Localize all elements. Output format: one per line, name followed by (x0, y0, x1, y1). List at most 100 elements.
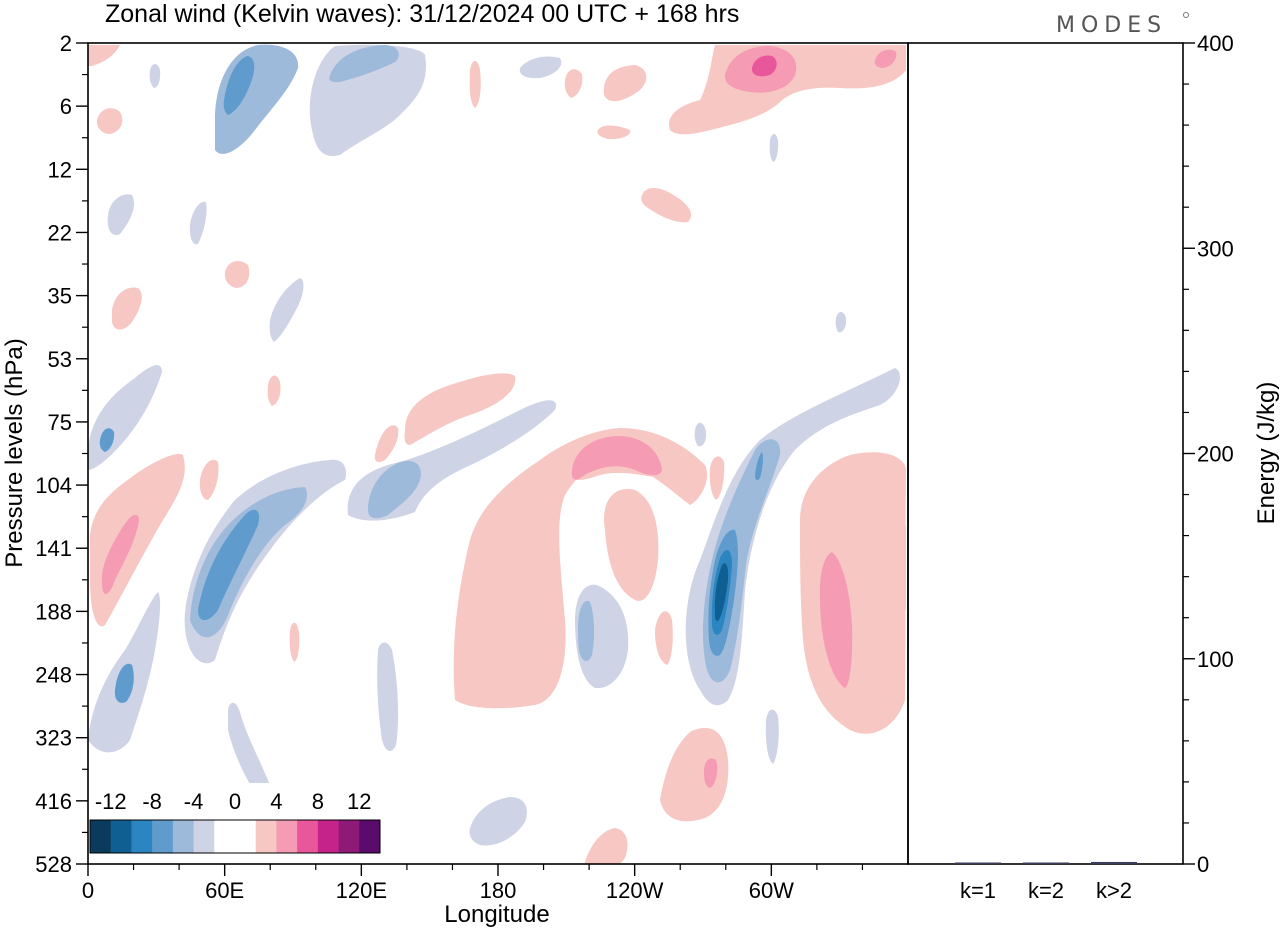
colorbar: -12 -8 -4 0 4 8 12 (88, 783, 383, 863)
y-tick-label: 75 (48, 410, 72, 435)
region-blue-17 (189, 201, 207, 245)
colorbar-cell (152, 820, 174, 853)
region-blue-16 (269, 278, 304, 342)
region-P2 (755, 452, 764, 481)
colorbar-cell (255, 820, 277, 853)
x-tick-label: 60E (205, 878, 244, 903)
colorbar-cell (359, 820, 381, 853)
region-L (685, 368, 900, 706)
brand-logo: MODES (1056, 13, 1167, 38)
energy-tick-label: 200 (1197, 442, 1234, 467)
colorbar-label: 4 (270, 789, 282, 814)
colorbar-label: -4 (184, 789, 204, 814)
x-axis-label: Longitude (444, 901, 549, 928)
region-S (571, 436, 662, 480)
chart-title: Zonal wind (Kelvin waves): 31/12/2024 00… (105, 0, 739, 28)
colorbar-cell (172, 820, 195, 853)
region-pink-21 (112, 287, 142, 330)
colorbar-cell (214, 820, 236, 853)
region-G (223, 56, 255, 115)
region-T (800, 452, 906, 734)
y-tick-label: 35 (48, 284, 72, 309)
colorbar-cell (131, 820, 153, 853)
y-tick-label: 22 (48, 220, 72, 245)
longitude-axis: 0 60E 120E 180 120W 60W (82, 864, 864, 903)
energy-category-label: k>2 (1096, 878, 1132, 903)
x-tick-label: 120E (336, 878, 387, 903)
region-pink-15 (199, 459, 219, 500)
energy-tick-label: 100 (1197, 647, 1234, 672)
region-AE (469, 797, 527, 846)
x-tick-label: 120W (606, 878, 664, 903)
colorbar-label: -8 (142, 789, 162, 814)
region-Q (453, 428, 708, 709)
region-pink-25 (267, 375, 281, 406)
colorbar-cell (317, 820, 340, 853)
energy-tick-label: 400 (1197, 31, 1234, 56)
colorbar-label: 12 (347, 789, 371, 814)
brand-registered-mark (1183, 12, 1189, 18)
region-pink-27 (469, 61, 481, 108)
energy-bar (1023, 862, 1069, 864)
y-tick-label: 53 (48, 347, 72, 372)
region-blue-20 (765, 709, 779, 764)
region-pink-17 (709, 456, 725, 500)
energy-bars (955, 861, 1137, 864)
y-tick-label: 528 (35, 852, 72, 877)
region-AC2 (114, 663, 134, 703)
colorbar-cell (276, 820, 298, 853)
y-tick-label: 416 (35, 789, 72, 814)
region-X2 (874, 49, 897, 68)
region-Z2 (704, 758, 718, 788)
region-pink-24 (564, 69, 583, 98)
region-pink-16 (684, 458, 697, 492)
energy-category-label: k=1 (960, 878, 996, 903)
y-tick-label: 2 (60, 31, 72, 56)
colorbar-border (89, 819, 381, 854)
x-tick-label: 0 (82, 878, 94, 903)
region-T2 (868, 525, 906, 617)
x-tick-label: 60W (749, 878, 794, 903)
y-tick-label: 188 (35, 599, 72, 624)
colorbar-label: -12 (95, 789, 127, 814)
energy-categories: k=1 k=2 k>2 (960, 878, 1132, 903)
y-tick-label: 104 (35, 473, 72, 498)
colorbar-cell (90, 820, 112, 853)
region-blue-23 (769, 134, 779, 162)
energy-tick-label: 300 (1197, 236, 1234, 261)
region-blue-21 (835, 312, 847, 333)
colorbar-label: 8 (312, 789, 324, 814)
region-blue-15 (107, 194, 135, 236)
region-Q2 (604, 489, 659, 601)
energy-tick-label: 0 (1197, 852, 1209, 877)
region-pink-28 (597, 125, 631, 140)
y-tick-label: 323 (35, 726, 72, 751)
region-Y (404, 373, 516, 445)
region-AB (578, 600, 595, 662)
region-AF (585, 828, 628, 864)
y-axis-label: Pressure levels (hPa) (1, 338, 28, 567)
region-Y2 (374, 425, 399, 463)
energy-bar (955, 862, 1001, 864)
region-pink-20 (224, 260, 250, 288)
region-pink-22 (96, 108, 123, 134)
region-B (101, 514, 139, 595)
energy-category-label: k=2 (1028, 878, 1064, 903)
energy-axis-label: Energy (J/kg) (1253, 382, 1280, 525)
colorbar-cell (193, 820, 215, 853)
region-U (820, 552, 853, 688)
x-tick-label: 180 (480, 878, 517, 903)
region-pink-26 (289, 622, 300, 662)
region-pink-18 (603, 65, 647, 102)
region-blue-13 (228, 702, 272, 804)
colorbar-cell (110, 820, 132, 853)
region-blue-18 (519, 56, 562, 79)
region-AF2 (655, 611, 673, 665)
region-AD2 (99, 428, 115, 452)
region-pink-19 (641, 187, 692, 223)
colorbar-cell (235, 820, 257, 853)
region-pink-23 (88, 45, 120, 66)
y-tick-label: 141 (35, 536, 72, 561)
colorbar-cell (297, 820, 319, 853)
